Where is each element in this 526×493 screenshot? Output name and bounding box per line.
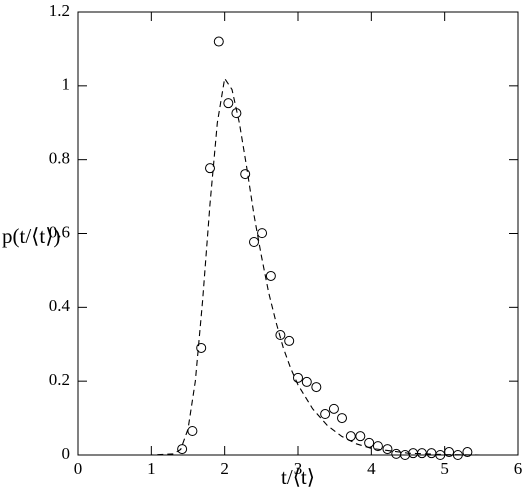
- data-point: [462, 447, 473, 458]
- y-tick-label: 1.2: [49, 1, 70, 20]
- y-tick-label: 1: [62, 75, 71, 94]
- data-point: [275, 330, 286, 341]
- data-point: [187, 426, 198, 437]
- data-point: [301, 376, 312, 387]
- y-tick-label: 0.8: [49, 149, 70, 168]
- x-tick-label: 4: [367, 459, 376, 478]
- y-axis-title: p(t/⟨t⟩): [2, 224, 60, 248]
- data-point: [444, 447, 455, 458]
- y-tick-label: 0.4: [49, 296, 71, 315]
- data-point: [213, 36, 224, 47]
- data-point: [452, 450, 463, 460]
- data-point: [364, 437, 375, 448]
- data-point: [205, 163, 215, 174]
- data-point: [391, 448, 402, 459]
- data-point: [257, 228, 268, 239]
- x-tick-label: 3: [294, 459, 303, 478]
- data-point: [337, 413, 347, 424]
- data-point: [382, 444, 393, 455]
- data-point: [355, 431, 366, 442]
- data-point: [320, 409, 331, 420]
- data-point: [265, 270, 276, 281]
- data-point: [372, 441, 383, 452]
- data-point: [284, 335, 295, 346]
- data-point: [400, 450, 411, 460]
- y-tick-label: 0: [62, 444, 71, 463]
- x-tick-label: 5: [440, 459, 449, 478]
- plot-frame: [77, 11, 519, 456]
- x-axis-title: t/⟨t⟩: [281, 465, 315, 489]
- x-tick-label: 6: [514, 459, 523, 478]
- y-tick-label: 0.2: [49, 370, 70, 389]
- x-tick-label: 0: [74, 459, 83, 478]
- data-point: [426, 448, 437, 459]
- y-tick-label: 0.6: [49, 222, 70, 241]
- x-tick-label: 2: [220, 459, 229, 478]
- data-point: [293, 372, 303, 383]
- data-point: [328, 403, 339, 414]
- data-point: [177, 444, 188, 455]
- data-point: [223, 98, 234, 109]
- fit-curve: [107, 76, 518, 456]
- x-tick-label: 1: [147, 459, 156, 478]
- data-point: [311, 382, 322, 393]
- data-point: [240, 169, 251, 180]
- data-point: [249, 236, 259, 247]
- data-point: [196, 342, 207, 353]
- data-point: [435, 450, 446, 460]
